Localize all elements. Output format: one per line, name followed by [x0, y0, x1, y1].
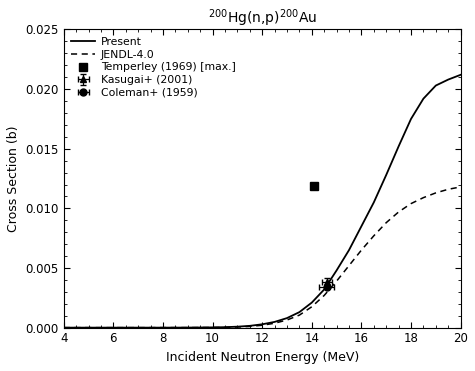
JENDL-4.0	[371, 234, 377, 238]
JENDL-4.0	[235, 325, 240, 329]
Present	[135, 325, 141, 330]
Present	[383, 173, 389, 177]
Present	[272, 320, 277, 324]
JENDL-4.0	[420, 196, 426, 200]
Present	[210, 325, 216, 329]
Present	[446, 77, 451, 82]
Present	[86, 325, 91, 330]
Present	[371, 200, 377, 205]
JENDL-4.0	[383, 220, 389, 225]
JENDL-4.0	[346, 263, 352, 268]
JENDL-4.0	[446, 187, 451, 191]
JENDL-4.0	[222, 325, 228, 329]
Legend: Present, JENDL-4.0, Temperley (1969) [max.], Kasugai+ (2001), Coleman+ (1959): Present, JENDL-4.0, Temperley (1969) [ma…	[68, 34, 239, 101]
Present	[346, 248, 352, 252]
JENDL-4.0	[408, 201, 414, 206]
Present	[259, 322, 265, 326]
JENDL-4.0	[359, 248, 364, 252]
Line: Present: Present	[64, 75, 461, 328]
JENDL-4.0	[309, 305, 314, 309]
Y-axis label: Cross Section (b): Cross Section (b)	[7, 125, 20, 232]
JENDL-4.0	[259, 323, 265, 328]
Present	[296, 310, 302, 314]
JENDL-4.0	[86, 325, 91, 330]
Line: JENDL-4.0: JENDL-4.0	[64, 187, 461, 328]
Present	[359, 224, 364, 229]
JENDL-4.0	[61, 325, 67, 330]
JENDL-4.0	[111, 325, 116, 330]
Present	[309, 301, 314, 305]
JENDL-4.0	[296, 313, 302, 317]
JENDL-4.0	[272, 321, 277, 325]
Present	[247, 324, 253, 328]
JENDL-4.0	[433, 191, 439, 195]
Present	[284, 316, 290, 320]
JENDL-4.0	[334, 279, 340, 283]
JENDL-4.0	[210, 325, 216, 330]
JENDL-4.0	[458, 185, 464, 189]
Present	[458, 73, 464, 77]
Present	[408, 117, 414, 121]
JENDL-4.0	[185, 325, 190, 330]
JENDL-4.0	[247, 324, 253, 329]
Present	[61, 325, 67, 330]
Title: $^{200}$Hg(n,p)$^{200}$Au: $^{200}$Hg(n,p)$^{200}$Au	[208, 7, 317, 29]
JENDL-4.0	[160, 325, 166, 330]
Present	[396, 144, 401, 149]
Present	[235, 325, 240, 329]
Present	[433, 83, 439, 88]
X-axis label: Incident Neutron Energy (MeV): Incident Neutron Energy (MeV)	[166, 351, 359, 364]
JENDL-4.0	[135, 325, 141, 330]
JENDL-4.0	[284, 318, 290, 322]
Present	[334, 268, 340, 273]
Present	[420, 96, 426, 101]
Present	[322, 287, 327, 292]
JENDL-4.0	[396, 210, 401, 214]
JENDL-4.0	[322, 293, 327, 298]
Present	[160, 325, 166, 330]
Present	[111, 325, 116, 330]
Present	[222, 325, 228, 329]
Present	[185, 325, 190, 330]
